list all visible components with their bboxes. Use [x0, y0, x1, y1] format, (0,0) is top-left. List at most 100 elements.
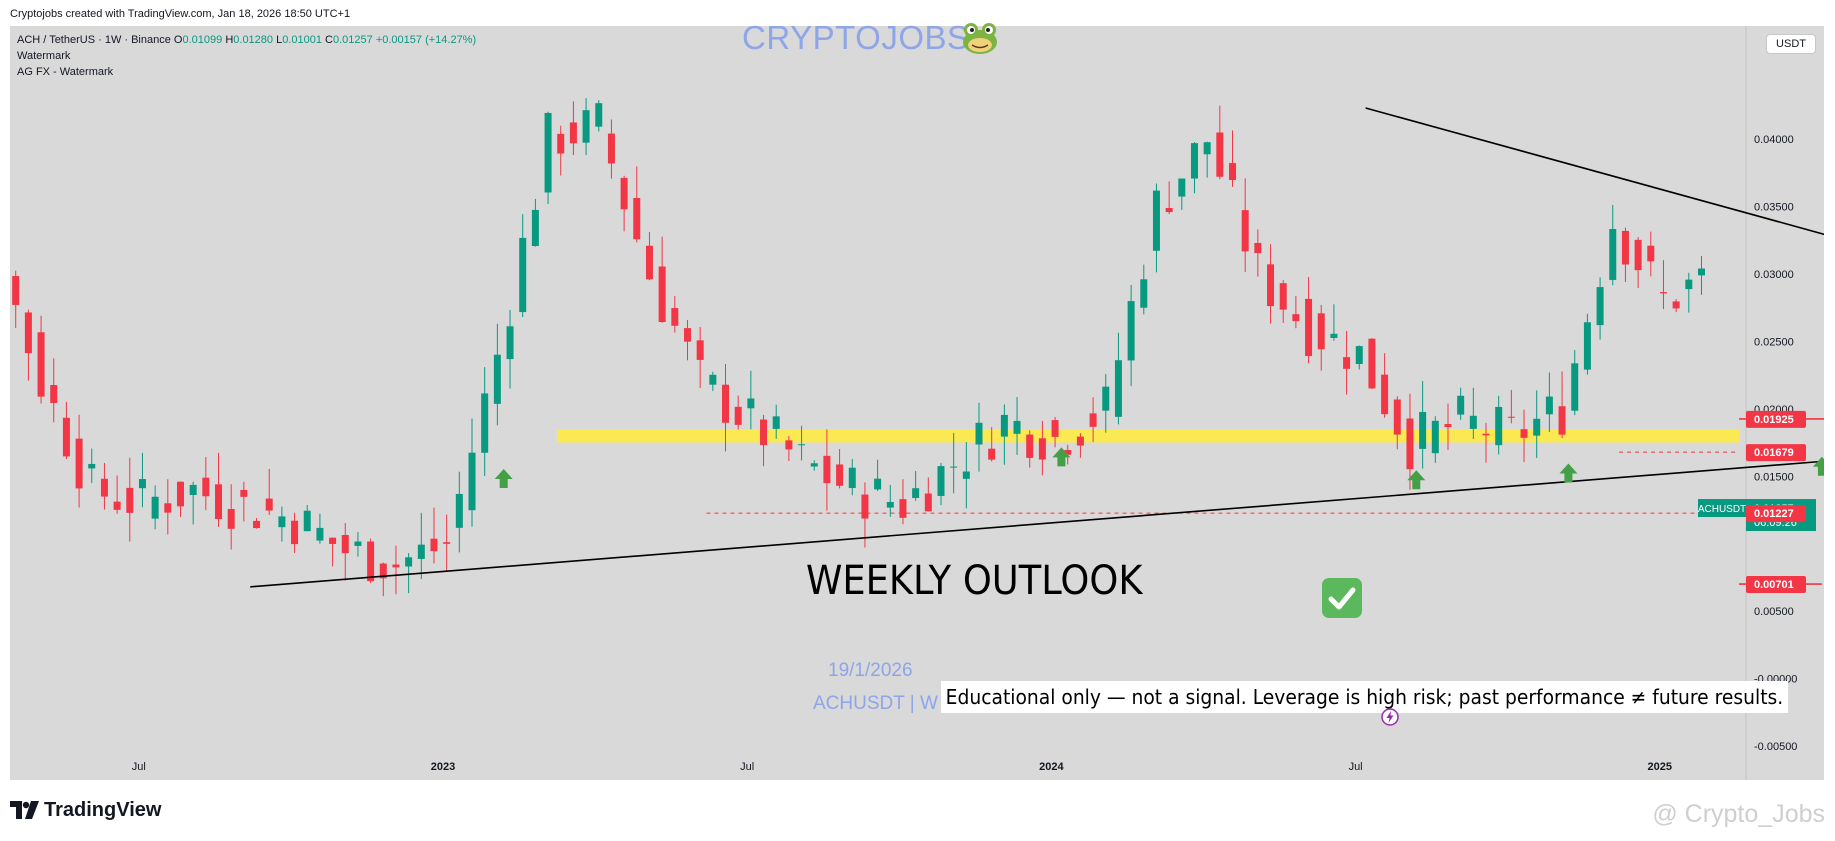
- x-tick-label: Jul: [1349, 761, 1363, 773]
- candle-body: [1406, 418, 1414, 470]
- symbol-name: ACH / TetherUS · 1W · Binance: [17, 34, 171, 46]
- candle-body: [823, 455, 831, 484]
- candle-body: [12, 276, 20, 305]
- candle-body: [595, 103, 603, 127]
- candle-body: [861, 494, 869, 519]
- candle-body: [1634, 239, 1642, 271]
- candle-body: [151, 496, 159, 519]
- candle-body: [100, 478, 108, 497]
- candle-body: [506, 326, 514, 360]
- candle-body: [1064, 450, 1072, 455]
- candle-body: [329, 537, 337, 544]
- candle-body: [240, 489, 248, 497]
- check-icon: [1322, 578, 1362, 618]
- candle-body: [1317, 313, 1325, 350]
- candle-body: [1267, 264, 1275, 307]
- candle-body: [227, 509, 235, 529]
- date-stamp: 19/1/2026: [828, 660, 913, 681]
- up-arrow-icon: [494, 468, 513, 488]
- weekly-outlook-headline: WEEKLY OUTLOOK: [806, 558, 1143, 604]
- candle-body: [1114, 360, 1122, 417]
- candle-body: [1469, 415, 1477, 429]
- candle-body: [1140, 279, 1148, 308]
- candle-body: [1216, 132, 1224, 177]
- candle-body: [772, 416, 780, 429]
- candle-body: [1038, 438, 1046, 460]
- candle-body: [1609, 229, 1617, 280]
- candle-body: [1381, 374, 1389, 415]
- candle-body: [1659, 292, 1667, 294]
- candle-body: [1545, 396, 1553, 415]
- trendline-rising-support: [250, 460, 1824, 588]
- candle-body: [747, 398, 755, 409]
- candle-body: [354, 541, 362, 546]
- candle-body: [645, 245, 653, 280]
- candle-body: [899, 499, 907, 518]
- candle-body: [392, 564, 400, 568]
- candle-body: [291, 520, 299, 545]
- candle-body: [189, 484, 197, 496]
- candle-body: [176, 481, 184, 507]
- price-chart[interactable]: 0.040000.035000.030000.025000.020000.015…: [10, 26, 1824, 780]
- candle-body: [1089, 413, 1097, 427]
- candle-body: [607, 133, 615, 164]
- candle-body: [912, 488, 920, 499]
- candle-body: [1127, 301, 1135, 361]
- indicator-watermark[interactable]: Watermark: [17, 50, 71, 62]
- chart-area[interactable]: 0.04000 0.03500 0.03000 0.02500 0.02000 0.015…: [10, 26, 1824, 780]
- tradingview-logo-icon: [10, 801, 39, 819]
- price-level-label: 0.01679: [1746, 444, 1806, 462]
- candle-body: [760, 419, 768, 446]
- pair-stamp: ACHUSDT | W: [813, 693, 938, 714]
- high-value: 0.01280: [233, 34, 274, 46]
- up-arrow-icon: [1559, 463, 1578, 483]
- indicator-agfx-watermark[interactable]: AG FX - Watermark: [17, 66, 114, 78]
- candle-body: [924, 493, 932, 512]
- y-tick-label: 0.04000: [1754, 134, 1794, 146]
- candle-body: [1533, 418, 1541, 436]
- candle-body: [1152, 190, 1160, 251]
- tradingview-attribution: Cryptojobs created with TradingView.com,…: [10, 8, 351, 20]
- candle-body: [1229, 163, 1237, 181]
- currency-button[interactable]: USDT: [1766, 34, 1816, 54]
- candle-body: [722, 384, 730, 423]
- candle-body: [1431, 420, 1439, 454]
- y-tick-label: 0.03000: [1754, 269, 1794, 281]
- candle-body: [1051, 420, 1059, 437]
- x-tick-label: Jul: [740, 761, 754, 773]
- price-level-box: [1746, 576, 1806, 594]
- candle-body: [417, 544, 425, 559]
- candle-body: [1190, 143, 1198, 179]
- up-arrow-icon: [1052, 447, 1071, 467]
- close-value: 0.01257: [333, 34, 373, 46]
- price-level-label: 0.01227: [1746, 505, 1806, 523]
- y-tick-label: -0.00500: [1754, 741, 1797, 753]
- candle-body: [785, 440, 793, 450]
- candle-body: [1495, 406, 1503, 446]
- disclaimer-banner: Educational only — not a signal. Leverag…: [941, 681, 1788, 713]
- x-tick-label: 2024: [1039, 761, 1064, 773]
- candle-body: [316, 527, 324, 541]
- candle-body: [1558, 406, 1566, 435]
- candle-body: [1026, 434, 1034, 458]
- candle-body: [1013, 420, 1021, 434]
- candle-body: [1444, 424, 1452, 428]
- candle-body: [278, 516, 286, 528]
- price-level-box: [1746, 410, 1806, 428]
- candle-body: [1482, 433, 1490, 436]
- tradingview-logo[interactable]: TradingView: [10, 799, 161, 822]
- candle-body: [1368, 338, 1376, 389]
- candle-body: [1571, 363, 1579, 411]
- candle-body: [696, 340, 704, 360]
- candle-body: [493, 354, 501, 404]
- candle-body: [975, 422, 983, 445]
- candle-body: [709, 374, 717, 385]
- candle-body: [1520, 429, 1528, 438]
- candle-body: [1647, 245, 1655, 262]
- candle-body: [1419, 412, 1427, 449]
- candle-body: [430, 538, 438, 552]
- candle-body: [138, 479, 146, 489]
- bolt-icon[interactable]: [1381, 708, 1399, 726]
- candle-body: [341, 534, 349, 554]
- symbol-legend[interactable]: ACH / TetherUS · 1W · Binance O0.01099 H…: [17, 34, 476, 46]
